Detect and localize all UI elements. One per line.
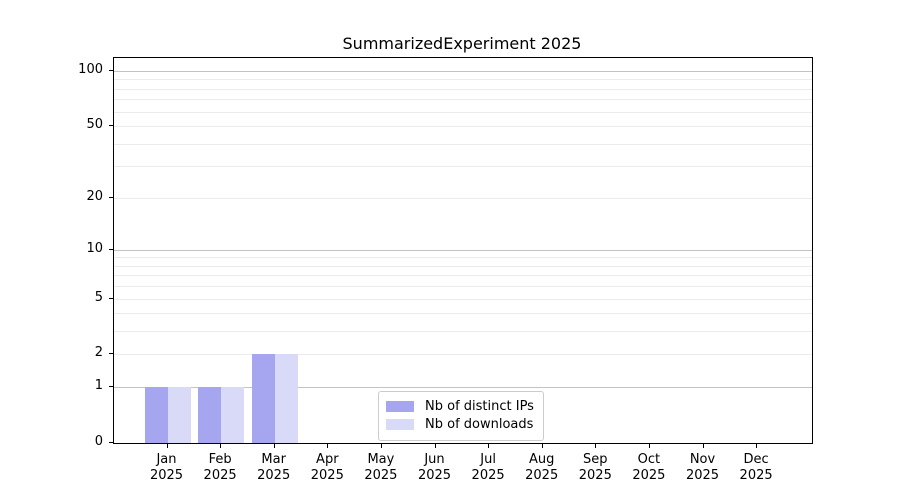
- legend-swatch: [386, 419, 414, 430]
- minor-gridline: [114, 354, 812, 356]
- minor-gridline: [114, 286, 812, 288]
- x-tick-label: Apr 2025: [287, 452, 367, 484]
- bar-distinct-ips: [144, 387, 168, 443]
- x-tick-label: Oct 2025: [609, 452, 689, 484]
- x-tick-label: Mar 2025: [234, 452, 314, 484]
- x-tick-month: Sep: [583, 452, 608, 467]
- bar-distinct-ips: [251, 354, 275, 443]
- minor-gridline: [114, 126, 812, 128]
- legend-swatch: [386, 401, 414, 412]
- y-tick-label: 20: [86, 188, 103, 204]
- x-tick-month: Mar: [261, 452, 286, 467]
- x-tick-year: 2025: [685, 468, 720, 483]
- y-tick-label: 0: [94, 434, 103, 449]
- y-tick-label: 100: [78, 61, 103, 77]
- legend: Nb of distinct IPs Nb of downloads: [378, 391, 544, 441]
- minor-gridline: [114, 331, 812, 333]
- x-tick-label: Dec 2025: [716, 452, 796, 484]
- x-tick-month: Aug: [528, 452, 555, 467]
- x-tick-mark: [327, 443, 329, 448]
- chart-title: SummarizedExperiment 2025: [342, 34, 582, 53]
- x-tick-label: Jun 2025: [395, 452, 475, 484]
- minor-gridline: [114, 79, 812, 81]
- minor-gridline: [114, 143, 812, 145]
- x-tick-year: 2025: [149, 468, 184, 483]
- x-tick-year: 2025: [310, 468, 344, 483]
- x-tick-month: Jul: [480, 452, 496, 467]
- x-tick-year: 2025: [525, 468, 559, 483]
- minor-gridline: [114, 257, 812, 259]
- x-tick-mark: [380, 443, 382, 448]
- x-tick-label: Jul 2025: [448, 452, 528, 484]
- y-tick-mark: [109, 442, 114, 443]
- x-tick-year: 2025: [203, 468, 237, 483]
- x-tick-year: 2025: [578, 468, 612, 483]
- minor-gridline: [114, 313, 812, 315]
- x-tick-year: 2025: [471, 468, 505, 483]
- x-tick-month: May: [367, 452, 395, 467]
- y-tick-mark: [109, 196, 114, 198]
- x-tick-mark: [648, 443, 650, 448]
- y-tick-label: 2: [94, 345, 103, 361]
- minor-gridline: [114, 298, 812, 300]
- x-tick-mark: [273, 443, 275, 448]
- minor-gridline: [114, 197, 812, 199]
- x-tick-year: 2025: [257, 468, 291, 483]
- x-tick-month: Feb: [208, 452, 232, 467]
- y-tick-label: 1: [94, 378, 103, 394]
- x-tick-month: Jun: [424, 452, 445, 467]
- minor-gridline: [114, 275, 812, 277]
- minor-gridline: [114, 265, 812, 267]
- bar-distinct-ips: [198, 387, 222, 443]
- x-tick-year: 2025: [739, 468, 773, 483]
- x-tick-year: 2025: [417, 468, 452, 483]
- x-tick-month: Apr: [316, 452, 339, 467]
- major-gridline: [114, 70, 812, 72]
- x-tick-year: 2025: [364, 468, 398, 483]
- minor-gridline: [114, 166, 812, 168]
- x-tick-mark: [434, 443, 436, 448]
- y-tick-label: 5: [94, 289, 103, 305]
- y-tick-mark: [109, 248, 114, 250]
- bar-downloads: [274, 354, 298, 443]
- legend-label: Nb of distinct IPs: [425, 399, 534, 414]
- y-tick-mark: [109, 69, 114, 71]
- x-tick-label: Feb 2025: [180, 452, 260, 484]
- x-tick-label: Jan 2025: [127, 452, 207, 484]
- bar-downloads: [221, 387, 245, 443]
- x-tick-year: 2025: [632, 468, 666, 483]
- x-tick-mark: [220, 443, 222, 448]
- x-tick-mark: [166, 443, 168, 448]
- x-tick-mark: [541, 443, 543, 448]
- major-gridline: [114, 387, 812, 389]
- x-tick-mark: [756, 443, 758, 448]
- legend-item: Nb of downloads: [386, 416, 534, 433]
- minor-gridline: [114, 88, 812, 90]
- legend-label: Nb of downloads: [425, 417, 534, 432]
- x-tick-month: Jan: [156, 452, 177, 467]
- y-tick-mark: [109, 297, 114, 299]
- y-tick-mark: [109, 386, 114, 388]
- bar-downloads: [167, 387, 191, 443]
- y-tick-mark: [109, 125, 114, 127]
- x-tick-label: Nov 2025: [663, 452, 743, 484]
- plot-area: [113, 57, 813, 444]
- x-tick-mark: [488, 443, 490, 448]
- x-tick-mark: [702, 443, 704, 448]
- y-tick-label: 10: [86, 240, 103, 256]
- x-tick-month: Oct: [637, 452, 661, 467]
- minor-gridline: [114, 99, 812, 101]
- minor-gridline: [114, 111, 812, 113]
- y-tick-label: 50: [86, 117, 103, 133]
- x-tick-mark: [595, 443, 597, 448]
- x-tick-label: May 2025: [341, 452, 421, 484]
- x-tick-month: Nov: [689, 452, 716, 467]
- x-tick-label: Aug 2025: [502, 452, 582, 484]
- x-tick-label: Sep 2025: [555, 452, 635, 484]
- legend-item: Nb of distinct IPs: [386, 398, 534, 415]
- y-tick-mark: [109, 353, 114, 355]
- x-tick-month: Dec: [743, 452, 769, 467]
- major-gridline: [114, 249, 812, 251]
